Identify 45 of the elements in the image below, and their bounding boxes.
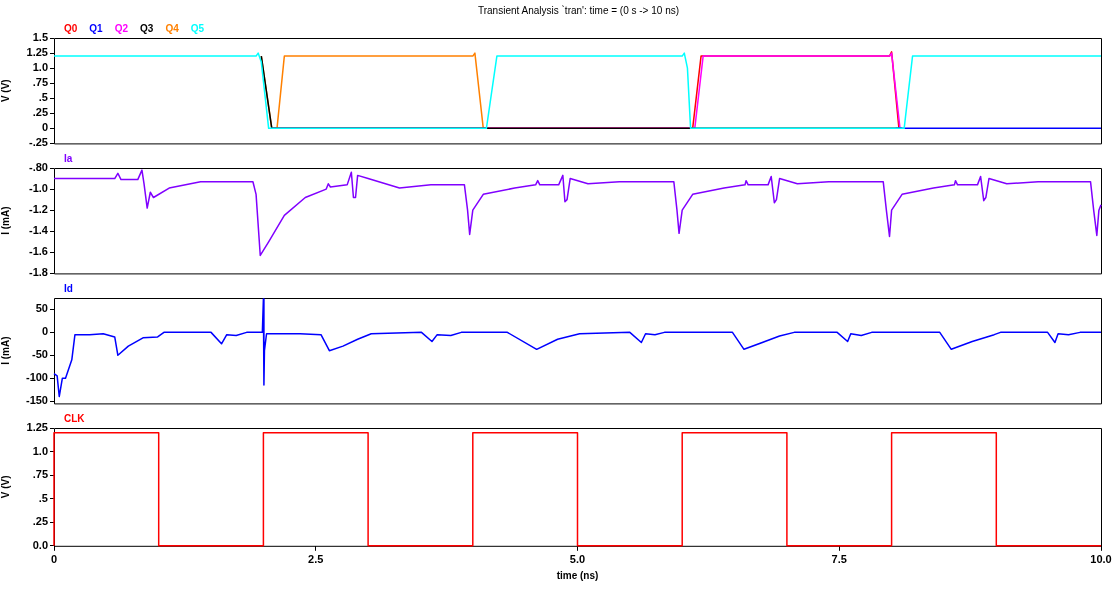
y-tick-label: -.25 bbox=[29, 136, 48, 149]
y-tick-label: 1.5 bbox=[32, 31, 48, 44]
y-tick-label: .25 bbox=[32, 106, 48, 119]
y-tick-label: 50 bbox=[35, 302, 48, 315]
x-tick-label: 2.5 bbox=[308, 553, 324, 566]
series-label: Ia bbox=[64, 153, 73, 164]
y-tick-label: .5 bbox=[38, 91, 48, 104]
text: Q3 bbox=[140, 23, 154, 34]
y-tick-label: -.80 bbox=[29, 161, 48, 174]
y-axis-title: I (mA) bbox=[0, 336, 11, 365]
x-tick-label: 5.0 bbox=[569, 553, 586, 566]
chart-title: Transient Analysis `tran': time = (0 s -> 10 ns) bbox=[476, 4, 681, 18]
y-tick-label: 1.25 bbox=[26, 46, 48, 59]
y-tick-label: -1.0 bbox=[29, 182, 48, 195]
text: Id bbox=[64, 283, 73, 294]
x-axis-title: time (ns) bbox=[556, 569, 599, 581]
y-tick-label: 1.25 bbox=[26, 421, 48, 434]
y-tick-label: .75 bbox=[32, 76, 48, 89]
text: Q4 bbox=[165, 23, 179, 34]
y-tick-label: -50 bbox=[32, 348, 48, 361]
x-tick-label: 7.5 bbox=[831, 553, 847, 566]
y-tick-label: -1.8 bbox=[29, 266, 48, 279]
y-tick-label: .25 bbox=[32, 515, 48, 528]
y-tick-label: 1.0 bbox=[32, 444, 48, 457]
y-tick-label: 0 bbox=[41, 325, 48, 338]
y-tick-label: 1.0 bbox=[32, 61, 48, 74]
y-tick-label: -1.2 bbox=[29, 203, 48, 216]
text: Q1 bbox=[89, 23, 103, 34]
y-tick-label: 0.0 bbox=[32, 538, 48, 551]
y-axis-title: V (V) bbox=[0, 475, 11, 499]
y-tick-label: -100 bbox=[25, 371, 48, 384]
y-tick-label: .75 bbox=[32, 468, 48, 481]
series-label: CLK bbox=[64, 413, 85, 424]
x-tick-label: 10.0 bbox=[1090, 553, 1112, 566]
y-tick-label: .5 bbox=[38, 491, 48, 504]
text: Q5 bbox=[190, 23, 205, 34]
y-axis-title: V (V) bbox=[0, 79, 11, 103]
y-tick-label: -150 bbox=[25, 394, 48, 407]
y-axis-title: I (mA) bbox=[0, 206, 11, 235]
text: Q0 bbox=[64, 23, 78, 34]
y-tick-label: 0 bbox=[41, 121, 48, 134]
x-tick-label: 0 bbox=[50, 553, 58, 566]
y-tick-label: -1.4 bbox=[29, 224, 49, 237]
y-tick-label: -1.6 bbox=[29, 245, 48, 258]
text: Q2 bbox=[114, 23, 129, 34]
